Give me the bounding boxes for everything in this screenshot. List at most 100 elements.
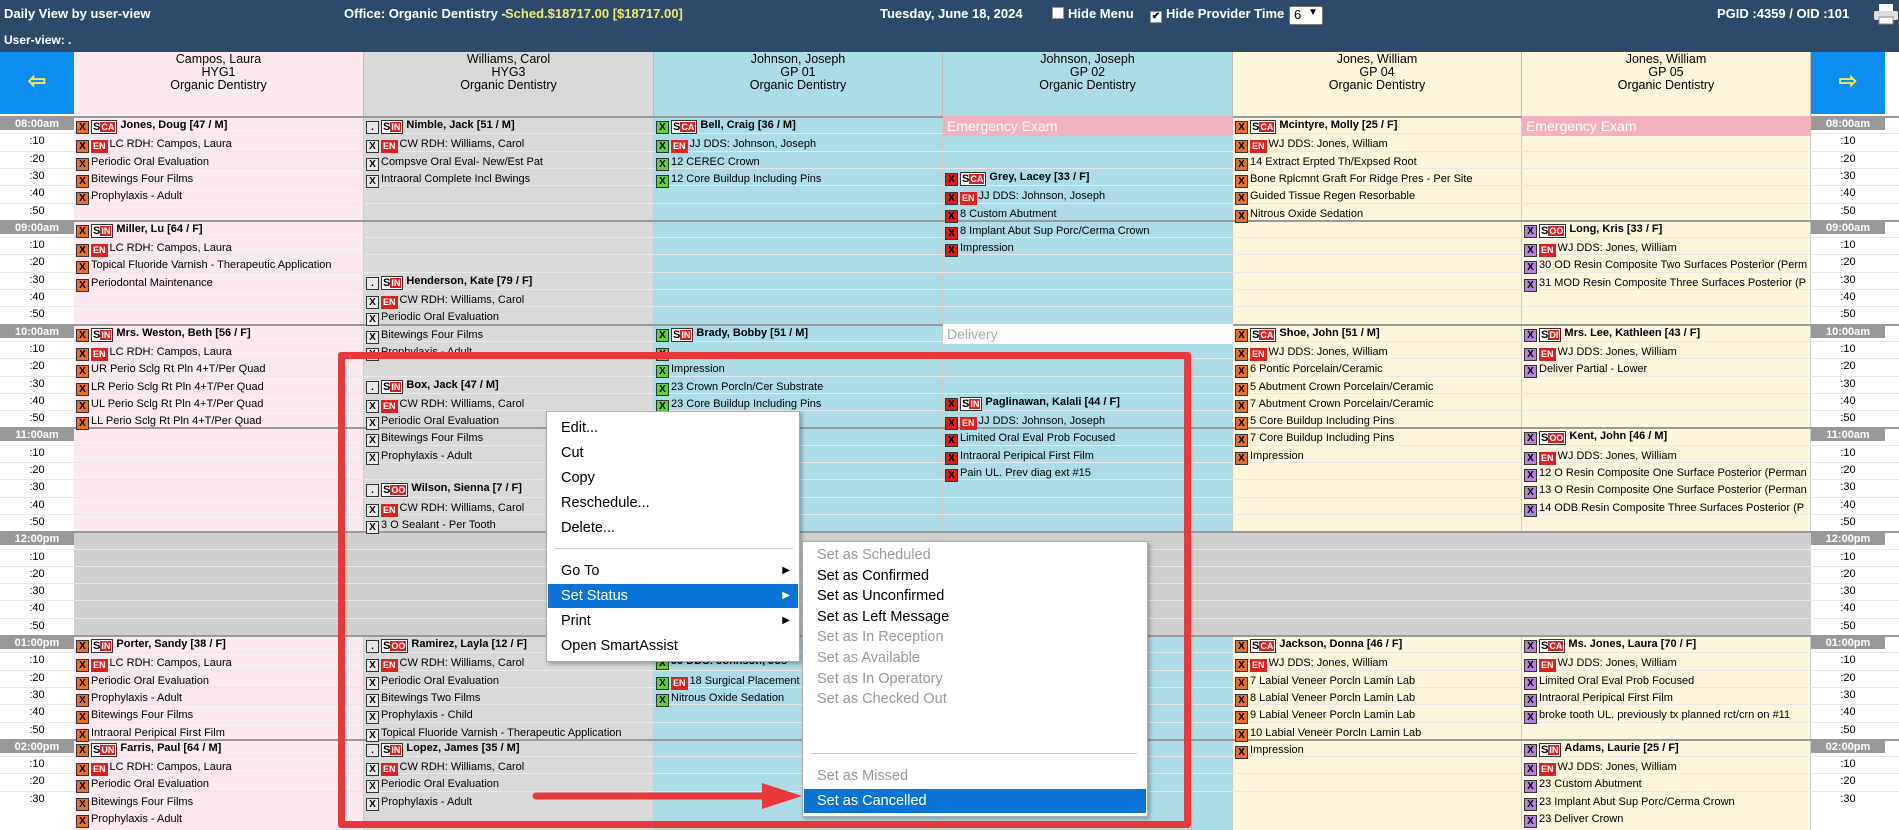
appointment-patient[interactable]: X SCA Ms. Jones, Laura [70 / F] (1524, 636, 1809, 653)
appointment-patient[interactable]: X SIN Brady, Bobby [51 / M] (656, 325, 941, 342)
appointment-detail[interactable]: X Prophylaxis - Adult (366, 344, 652, 361)
status-checkbox[interactable]: X (366, 417, 379, 431)
appointment-detail[interactable]: X EN LC RDH: Campos, Laura (76, 655, 362, 673)
status-checkbox[interactable]: X (656, 140, 669, 154)
status-checkbox[interactable]: X (76, 244, 89, 258)
menu-set-as-unconfirmed[interactable]: Set as Unconfirmed (817, 588, 945, 605)
block-label[interactable]: Delivery (943, 323, 1233, 344)
status-checkbox[interactable]: X (1524, 659, 1537, 673)
appointment-patient[interactable]: . SIN Box, Jack [47 / M] (366, 377, 652, 394)
status-checkbox[interactable]: X (1235, 328, 1248, 342)
status-checkbox[interactable]: X (76, 780, 89, 794)
menu-delete[interactable]: Delete... (561, 520, 615, 536)
menu-edit[interactable]: Edit... (561, 420, 599, 436)
appointment-detail[interactable]: X EN WJ DDS: Jones, William (1235, 655, 1520, 673)
status-checkbox[interactable]: X (366, 399, 379, 413)
appointment-patient[interactable]: X SIN Miller, Lu [64 / F] (76, 221, 362, 238)
status-checkbox[interactable]: X (945, 172, 958, 186)
status-checkbox[interactable]: . (366, 640, 379, 653)
appointment-detail[interactable]: X 23 Crown Porcln/Cer Substrate (656, 379, 941, 396)
status-checkbox[interactable]: X (366, 434, 379, 448)
appointment-patient[interactable]: . SOO Wilson, Sienna [7 / F] (366, 480, 652, 498)
status-checkbox[interactable]: X (1235, 434, 1248, 448)
status-checkbox[interactable]: X (76, 743, 89, 757)
status-checkbox[interactable]: X (366, 503, 379, 517)
appointment-detail[interactable]: X Periodic Oral Evaluation (366, 673, 652, 690)
appointment-patient[interactable]: . SOO Ramirez, Layla [12 / F] (366, 636, 652, 653)
status-checkbox[interactable]: X (76, 192, 89, 206)
appointment-detail[interactable]: X Prophylaxis - Adult (366, 448, 652, 465)
appointment-detail[interactable]: X EN 18 Surgical Placement Im (656, 673, 941, 690)
appointment-detail[interactable]: X 10 Labial Veneer Porcln Lamin Lab (1235, 725, 1520, 742)
appointment-detail[interactable]: X Periodontal Maintenance (76, 275, 362, 292)
status-checkbox[interactable]: X (76, 417, 89, 431)
appointment-patient[interactable]: X SIN Adams, Laurie [25 / F] (1524, 740, 1809, 757)
appointment-detail[interactable]: X Bitewings Two Films (366, 690, 652, 707)
status-checkbox[interactable]: X (366, 520, 379, 534)
status-checkbox[interactable]: X (76, 121, 89, 134)
status-checkbox[interactable]: X (366, 296, 379, 309)
appointment-patient[interactable]: X SUN Farris, Paul [64 / M] (76, 740, 362, 757)
status-checkbox[interactable]: X (366, 347, 379, 361)
status-checkbox[interactable]: X (1524, 347, 1537, 361)
status-checkbox[interactable]: X (76, 224, 89, 238)
provider-column-header[interactable]: Johnson, Joseph GP 01 Organic Dentistry (654, 52, 943, 116)
status-checkbox[interactable]: X (1524, 224, 1537, 238)
appointment-patient[interactable]: X SIN Mrs. Weston, Beth [56 / F] (76, 325, 362, 342)
menu-set-cancelled[interactable]: Set as Cancelled (804, 789, 1146, 813)
appointment-detail[interactable]: X Prophylaxis - Adult (76, 188, 362, 206)
provider-column-header[interactable]: Jones, William GP 04 Organic Dentistry (1233, 52, 1522, 116)
status-checkbox[interactable]: X (945, 434, 958, 448)
next-day-button[interactable]: ⇨ (1811, 52, 1885, 114)
appointment-detail[interactable]: X EN WJ DDS: Jones, William (1235, 136, 1520, 154)
appointment-detail[interactable]: X Deliver Partial - Lower (1524, 361, 1809, 379)
appointment-detail[interactable]: X Periodic Oral Evaluation (366, 413, 652, 431)
status-checkbox[interactable]: X (76, 140, 89, 154)
status-checkbox[interactable]: X (1524, 780, 1537, 794)
hide-provider-time-toggle[interactable]: ✔ Hide Provider Time (1150, 6, 1284, 23)
status-checkbox[interactable]: X (656, 347, 669, 361)
status-checkbox[interactable]: X (1235, 640, 1248, 653)
columns-select[interactable]: 6 ▼ (1289, 6, 1323, 25)
provider-column[interactable] (1233, 116, 1522, 830)
status-checkbox[interactable]: X (1524, 640, 1537, 653)
status-checkbox[interactable]: X (1524, 797, 1537, 811)
status-checkbox[interactable]: X (1235, 140, 1248, 154)
appointment-detail[interactable]: X 23 Implant Abut Sup Porc/Cerma Crown (1524, 794, 1809, 811)
status-checkbox[interactable]: X (945, 469, 958, 482)
status-checkbox[interactable]: X (366, 676, 379, 690)
status-checkbox[interactable]: . (366, 743, 379, 757)
status-checkbox[interactable]: X (76, 278, 89, 292)
status-checkbox[interactable]: X (366, 451, 379, 465)
menu-set-as-checked-out[interactable]: Set as Checked Out (817, 691, 947, 708)
status-checkbox[interactable]: X (366, 313, 379, 327)
appointment-detail[interactable]: X EN WJ DDS: Jones, William (1524, 240, 1809, 258)
status-checkbox[interactable]: X (1235, 728, 1248, 742)
appointment-detail[interactable]: X Impression (945, 240, 1231, 258)
status-checkbox[interactable]: X (656, 157, 669, 171)
status-checkbox[interactable]: X (1235, 711, 1248, 725)
appointment-detail[interactable]: X Guided Tissue Regen Resorbable (1235, 188, 1520, 206)
appointment-patient[interactable]: X SCA Jackson, Donna [46 / F] (1235, 636, 1520, 653)
appointment-detail[interactable]: X 14 Extract Erpted Th/Expsed Root (1235, 154, 1520, 171)
status-checkbox[interactable]: X (945, 244, 958, 258)
status-checkbox[interactable]: . (366, 484, 379, 498)
appointment-patient[interactable]: X SIN Paglinawan, Kalali [44 / F] (945, 394, 1231, 411)
provider-column-header[interactable]: Johnson, Joseph GP 02 Organic Dentistry (943, 52, 1233, 116)
appointment-detail[interactable]: X EN WJ DDS: Jones, William (1235, 344, 1520, 361)
appointment-detail[interactable]: X Topical Fluoride Varnish - Therapeutic … (76, 257, 362, 275)
appointment-detail[interactable]: X Bone Rplcmnt Graft For Ridge Pres - Per… (1235, 171, 1520, 188)
status-checkbox[interactable]: X (76, 693, 89, 707)
appointment-detail[interactable]: X EN CW RDH: Williams, Carol (366, 396, 652, 413)
provider-column-header[interactable]: Williams, Carol HYG3 Organic Dentistry (364, 52, 654, 116)
appointment-detail[interactable]: X Periodic Oral Evaluation (76, 673, 362, 690)
status-checkbox[interactable]: X (1235, 209, 1248, 223)
previous-day-button[interactable]: ⇦ (0, 52, 74, 114)
status-checkbox[interactable]: X (1524, 693, 1537, 707)
status-checkbox[interactable]: X (1524, 261, 1537, 275)
